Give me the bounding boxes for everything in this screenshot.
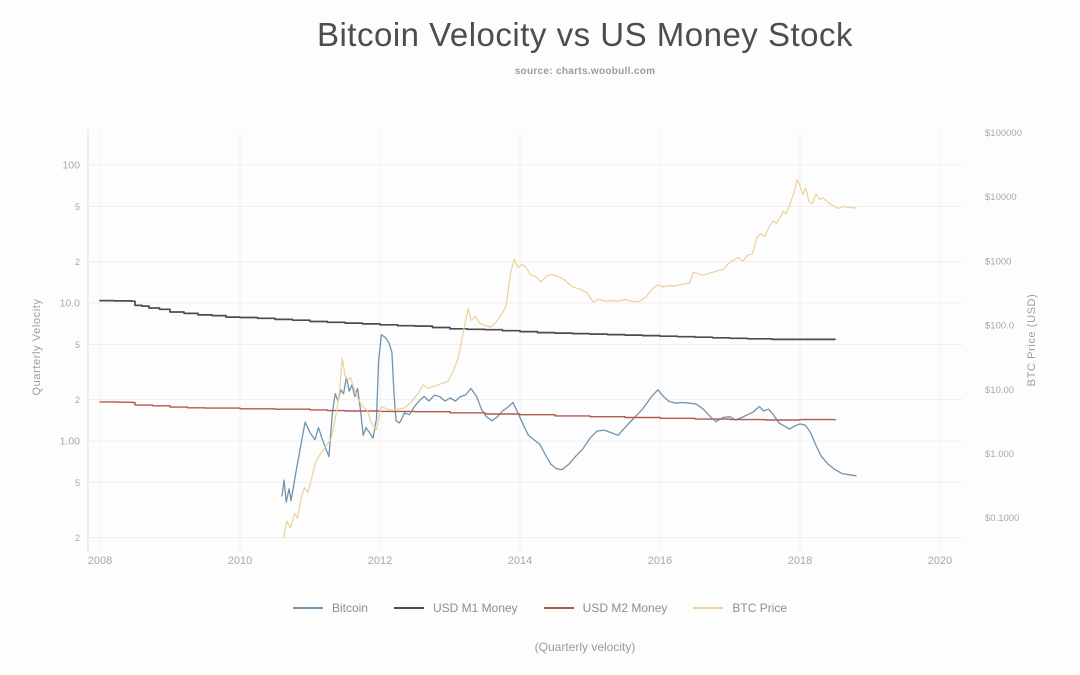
legend-label: BTC Price bbox=[732, 601, 788, 615]
x-axis-tick-label: 2016 bbox=[648, 555, 672, 567]
legend: Bitcoin USD M1 Money USD M2 Money BTC Price bbox=[0, 601, 1080, 615]
legend-label: USD M1 Money bbox=[432, 601, 518, 615]
y-right-tick-label: $1000 bbox=[985, 256, 1011, 267]
legend-swatch-usd-m2-money-icon bbox=[543, 607, 574, 609]
y-left-tick-label: 2 bbox=[75, 533, 80, 543]
legend-swatch-usd-m1-money-icon bbox=[393, 607, 424, 609]
y-right-tick-label: $100000 bbox=[985, 128, 1022, 139]
y-right-tick-label: $1.000 bbox=[985, 449, 1014, 460]
y-left-tick-label: 100 bbox=[62, 160, 80, 172]
y-right-tick-label: $0.1000 bbox=[985, 513, 1019, 524]
y-left-tick-label: 2 bbox=[75, 395, 80, 405]
y-right-tick-label: $10.00 bbox=[985, 385, 1014, 396]
chart-title: Bitcoin Velocity vs US Money Stock bbox=[316, 16, 854, 53]
x-axis-tick-label: 2010 bbox=[228, 555, 252, 567]
series-btc-price-line bbox=[282, 179, 857, 539]
legend-item-bitcoin[interactable]: Bitcoin bbox=[292, 601, 368, 615]
x-axis-tick-label: 2018 bbox=[788, 555, 812, 567]
chart-caption: (Quarterly velocity) bbox=[534, 640, 636, 654]
y-left-tick-label: 2 bbox=[75, 257, 80, 267]
series-bitcoin-line bbox=[281, 333, 857, 503]
series-usd-m1-money-line bbox=[99, 299, 836, 341]
y-left-tick-label: 10.0 bbox=[60, 298, 81, 310]
y-right-tick-label: $10000 bbox=[985, 192, 1017, 203]
legend-item-usd-m1-money[interactable]: USD M1 Money bbox=[393, 601, 518, 615]
x-axis-tick-label: 2020 bbox=[928, 555, 952, 567]
legend-label: USD M2 Money bbox=[582, 601, 668, 615]
x-axis-tick-label: 2014 bbox=[508, 555, 532, 567]
y-right-tick-label: $100.0 bbox=[985, 321, 1014, 332]
legend-swatch-btc-price-icon bbox=[693, 607, 724, 609]
legend-swatch-bitcoin-icon bbox=[292, 607, 323, 609]
y-left-tick-label: 1.00 bbox=[60, 436, 81, 448]
legend-label: Bitcoin bbox=[331, 601, 368, 615]
legend-item-btc-price[interactable]: BTC Price bbox=[693, 601, 787, 615]
x-axis-tick-label: 2008 bbox=[88, 555, 112, 567]
x-axis-tick-label: 2012 bbox=[368, 555, 392, 567]
chart-subtitle: source: charts.woobull.com bbox=[514, 66, 656, 77]
y-left-tick-label: 5 bbox=[75, 478, 80, 488]
legend-item-usd-m2-money[interactable]: USD M2 Money bbox=[543, 601, 668, 615]
y-left-tick-label: 5 bbox=[75, 340, 80, 350]
y-left-tick-label: 5 bbox=[75, 202, 80, 212]
